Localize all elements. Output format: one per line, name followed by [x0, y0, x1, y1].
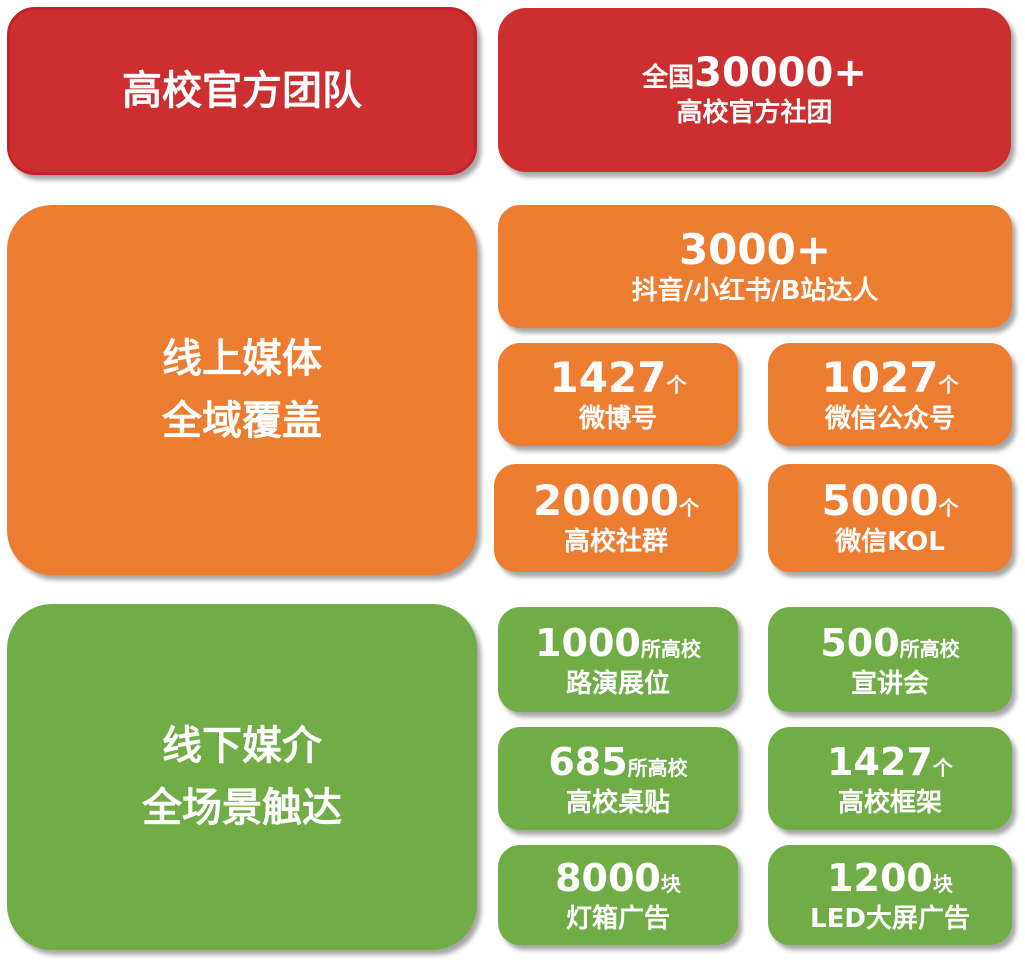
stat-unit: 个: [679, 496, 700, 520]
stat-number: 685: [548, 739, 628, 784]
stat-card-desk-stickers: 685所高校 高校桌贴: [498, 727, 738, 830]
team-stat-prefix: 全国: [642, 63, 695, 93]
stat-label: 高校框架: [837, 787, 942, 818]
online-title-card: 线上媒体 全域覆盖: [7, 205, 477, 575]
stat-card-roadshow: 1000所高校 路演展位: [498, 607, 738, 712]
stat-label: 灯箱广告: [565, 904, 670, 934]
stat-card-seminar: 500所高校 宣讲会: [768, 607, 1012, 712]
stat-number: 1000: [535, 620, 641, 665]
stat-label: 路演展位: [565, 668, 670, 699]
stat-unit: 个: [938, 372, 959, 397]
stat-unit: 所高校: [640, 636, 701, 661]
stat-unit: 块: [660, 872, 681, 896]
stat-card-led-screen: 1200块 LED大屏广告: [768, 845, 1012, 945]
stat-number: 1027: [821, 352, 939, 402]
team-stat-number: 30000+: [694, 50, 867, 96]
stat-unit: 个: [932, 755, 953, 780]
stat-number: 1200: [827, 856, 933, 900]
online-top-card: 3000+ 抖音/小红书/B站达人: [498, 205, 1012, 328]
team-title: 高校官方团队: [122, 68, 362, 114]
stat-number: 500: [820, 620, 900, 665]
stat-unit: 块: [932, 872, 953, 896]
stat-label: 高校桌贴: [565, 787, 670, 818]
stat-label: 微信KOL: [835, 527, 945, 557]
online-title-line1: 线上媒体: [162, 336, 322, 382]
stat-label: 微博号: [578, 403, 657, 434]
stat-card-campus-groups: 20000个 高校社群: [494, 464, 738, 572]
team-stat-line: 全国30000+: [642, 50, 867, 96]
stat-number: 20000: [532, 476, 680, 525]
offline-title-line2: 全场景触达: [142, 785, 342, 831]
stat-number: 8000: [555, 856, 661, 900]
stat-unit: 个: [666, 372, 687, 397]
online-title-line2: 全域覆盖: [162, 398, 322, 444]
stat-label: LED大屏广告: [810, 904, 970, 934]
stat-unit: 个: [938, 496, 959, 520]
online-top-number: 3000+: [678, 224, 832, 274]
stat-number: 5000: [821, 476, 939, 525]
stat-number: 1427: [549, 352, 667, 402]
stat-card-wechat-official: 1027个 微信公众号: [768, 343, 1012, 446]
stat-card-weibo: 1427个 微博号: [498, 343, 738, 446]
stat-label: 宣讲会: [850, 668, 929, 699]
team-stat-label: 高校官方社团: [676, 98, 833, 128]
stat-unit: 所高校: [899, 636, 960, 661]
team-stat-card: 全国30000+ 高校官方社团: [498, 8, 1011, 172]
stat-card-frames: 1427个 高校框架: [768, 727, 1012, 830]
online-top-label: 抖音/小红书/B站达人: [631, 275, 879, 306]
offline-title-line1: 线下媒介: [162, 723, 322, 769]
stat-unit: 所高校: [627, 755, 688, 780]
team-title-card: 高校官方团队: [7, 7, 477, 175]
stat-card-lightbox: 8000块 灯箱广告: [498, 845, 738, 945]
stat-card-wechat-kol: 5000个 微信KOL: [768, 464, 1012, 572]
offline-title-card: 线下媒介 全场景触达: [7, 604, 477, 950]
stat-number: 1427: [827, 739, 933, 784]
stat-label: 高校社群: [563, 527, 668, 557]
stat-label: 微信公众号: [824, 403, 955, 434]
